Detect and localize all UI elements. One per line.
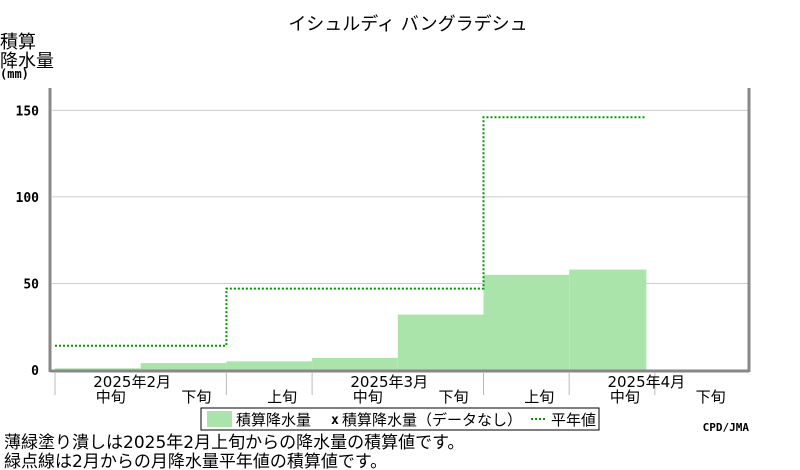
legend-swatch-precip	[207, 411, 232, 427]
y-tick-label: 100	[16, 191, 40, 206]
x-axis-labels: 中旬 下旬 上旬 中旬 下旬 上旬 中旬 下旬 2025年2月 2025年3月 2025年4月	[93, 373, 725, 406]
precip-bar	[97, 368, 141, 370]
plot-frame	[48, 88, 751, 373]
legend-box	[200, 407, 600, 431]
y-tick-labels: 0 50 100 150	[16, 104, 40, 379]
x-dekad-label: 下旬	[696, 388, 726, 406]
x-dekad-label: 上旬	[267, 388, 297, 406]
precip-bar	[397, 314, 484, 370]
x-dekad-label: 上旬	[524, 388, 554, 406]
y-axis-title-line2: 降水量	[0, 51, 54, 72]
legend-label-normal: 平年値	[551, 411, 596, 429]
y-axis-title: 積算 降水量 (mm)	[0, 32, 54, 81]
y-tick-label: 150	[16, 104, 40, 119]
note-line-2: 緑点線は2月からの月降水量平年値の積算値です。	[4, 452, 387, 470]
precip-bar	[312, 357, 398, 370]
normal-line	[55, 116, 647, 347]
normal-line-group	[55, 116, 647, 347]
precip-bar	[55, 368, 98, 370]
legend-label-precip: 積算降水量	[236, 411, 311, 429]
y-tick-label: 50	[23, 277, 39, 292]
y-axis-title-line1: 積算	[0, 32, 36, 53]
x-month-label: 2025年3月	[350, 373, 428, 391]
precipitation-area	[55, 269, 647, 370]
chart-title: イシュルディ バングラデシュ	[288, 14, 527, 35]
y-tick-label: 0	[31, 364, 39, 379]
note-line-1: 薄緑塗り潰しは2025年2月上旬からの降水量の積算値です。	[4, 432, 464, 453]
x-dekad-label: 下旬	[438, 388, 468, 406]
precip-bar	[569, 269, 647, 370]
precip-bar	[226, 361, 313, 370]
precip-bar	[483, 274, 570, 370]
x-dekad-label: 下旬	[181, 388, 211, 406]
y-axis-title-unit: (mm)	[0, 67, 29, 81]
legend: 積算降水量 x 積算降水量（データなし） 平年値	[200, 407, 600, 431]
credit-label: CPD/JMA	[703, 421, 750, 434]
x-month-label: 2025年4月	[607, 373, 685, 391]
x-axis-ticks	[54, 372, 656, 395]
precip-bar	[140, 363, 227, 370]
legend-label-missing: 積算降水量（データなし）	[342, 411, 522, 429]
x-dekad-label: 中旬	[96, 388, 126, 406]
x-dekad-label: 中旬	[610, 388, 640, 406]
x-dekad-label: 中旬	[353, 388, 383, 406]
x-month-label: 2025年2月	[93, 373, 171, 391]
legend-missing-marker: x	[331, 413, 339, 428]
